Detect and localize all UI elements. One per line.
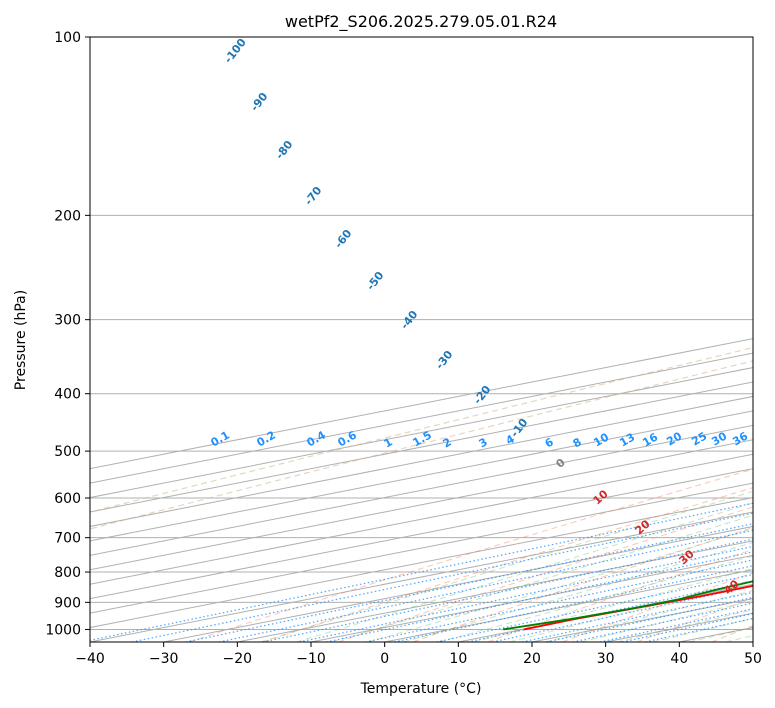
isotherm: [90, 482, 753, 614]
y-tick-label: 800: [54, 565, 81, 581]
x-axis-title: Temperature (°C): [360, 681, 482, 697]
dry-adiabat: [487, 548, 753, 642]
moist-adiabat: [367, 528, 753, 642]
x-tick-label: 10: [449, 651, 467, 667]
y-tick-label: 300: [54, 313, 81, 329]
x-tick-label: 30: [597, 651, 615, 667]
y-tick-label: 600: [54, 491, 81, 507]
x-tick-label: −40: [75, 651, 105, 667]
x-axis: −40 −30 −20 −10 0 10 20 30 40 50: [75, 642, 762, 667]
x-tick-label: 50: [744, 651, 762, 667]
x-tick-label: 40: [670, 651, 688, 667]
y-tick-label: 1000: [45, 622, 81, 638]
moist-adiabat: [260, 490, 753, 642]
isotherm: [163, 525, 753, 642]
mixing-ratio-line: [90, 502, 753, 641]
isotherm: [90, 424, 753, 556]
mixing-ratio-line: [131, 512, 753, 642]
y-tick-label: 700: [54, 531, 81, 547]
chart-title: wetPf2_S206.2025.279.05.01.R24: [285, 12, 557, 32]
dry-adiabat: [263, 487, 753, 642]
y-tick-label: 900: [54, 595, 81, 611]
y-tick-label: 200: [54, 208, 81, 224]
y-tick-label: 100: [54, 30, 81, 46]
mixing-ratio-line: [365, 559, 753, 642]
moist-adiabat: [544, 590, 753, 642]
y-tick-label: 400: [54, 387, 81, 403]
isotherm: [237, 540, 753, 642]
x-tick-label: −20: [223, 651, 253, 667]
dry-adiabat: [90, 360, 753, 530]
y-axis: 100 200 300 400 500 600 700 800 900 1000: [45, 30, 90, 638]
x-tick-label: 20: [523, 651, 541, 667]
y-axis-title: Pressure (hPa): [13, 290, 29, 390]
isotherm: [90, 511, 753, 642]
moist-adiabat: [296, 502, 753, 642]
isotherm: [90, 468, 753, 600]
isotherm: [90, 439, 753, 571]
x-tick-label: 0: [380, 651, 389, 667]
background-lines: [90, 37, 753, 642]
isotherm: [90, 453, 753, 585]
x-tick-label: −30: [149, 651, 179, 667]
y-tick-label: 500: [54, 444, 81, 460]
plot-frame: [89, 36, 754, 643]
mixing-ratio-line: [394, 565, 753, 642]
x-tick-label: −10: [296, 651, 326, 667]
mixing-ratio-line: [436, 573, 753, 642]
isotherm: [90, 338, 753, 470]
isotherm: [90, 497, 753, 629]
mixing-ratio-line: [262, 538, 753, 642]
